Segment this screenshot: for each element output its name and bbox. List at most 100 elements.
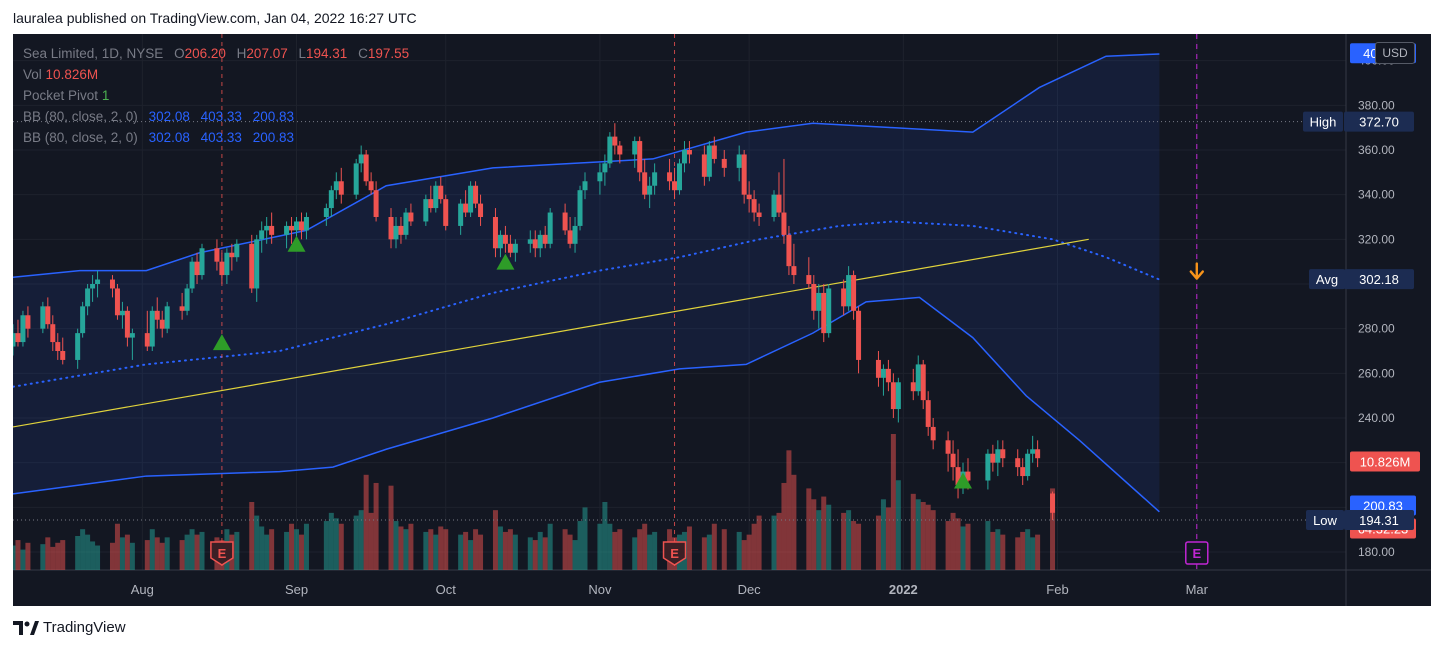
legend-bb2-row[interactable]: BB (80, close, 2, 0) 302.08 403.33 200.8… <box>23 127 409 148</box>
legend-bb1-row[interactable]: BB (80, close, 2, 0) 302.08 403.33 200.8… <box>23 106 409 127</box>
candle-body <box>478 203 484 217</box>
candle-body <box>333 181 339 191</box>
candle-body <box>1050 493 1056 513</box>
volume-bar <box>199 531 205 570</box>
legend-pivot-label: Pocket Pivot <box>23 88 99 103</box>
volume-bar <box>612 531 618 570</box>
candle-body <box>875 359 881 378</box>
candle-body <box>786 234 792 267</box>
volume-bar <box>1000 534 1006 570</box>
candle-body <box>806 275 812 284</box>
publish-line: lauralea published on TradingView.com, J… <box>13 10 417 26</box>
candle-body <box>269 225 275 235</box>
volume-bar <box>189 529 195 570</box>
volume-bar <box>95 545 101 570</box>
candle-body <box>706 145 712 177</box>
volume-tag-bg <box>1350 451 1420 472</box>
volume-bar <box>741 540 747 570</box>
volume-bar <box>303 523 309 570</box>
volume-bar <box>393 521 399 570</box>
candle-body <box>1035 449 1041 459</box>
volume-bar <box>701 537 707 570</box>
candle-body <box>910 382 916 392</box>
candle-body <box>264 225 270 231</box>
candle-body <box>652 172 658 186</box>
price-chart[interactable]: 420.00400.00380.00360.00340.00320.00300.… <box>13 34 1431 606</box>
candle-body <box>25 315 31 329</box>
volume-bar <box>647 534 653 570</box>
legend-vol: 10.826M <box>45 67 99 82</box>
volume-bar <box>463 531 469 570</box>
tradingview-logo-icon <box>13 620 39 635</box>
earnings-marker-icon[interactable]: E <box>662 541 687 566</box>
low-label-tag-bg <box>1306 510 1344 531</box>
legend-bb2-label: BB (80, close, 2, 0) <box>23 130 138 145</box>
candle-body <box>298 221 304 231</box>
earnings-marker-label: E <box>1192 546 1201 561</box>
legend-ohlc-row[interactable]: Sea Limited, 1D, NYSE O206.20 H207.07 L1… <box>23 43 409 64</box>
candle-body <box>507 243 513 253</box>
price-axis-label: 240.00 <box>1358 411 1395 425</box>
volume-bar <box>179 540 185 570</box>
volume-bar <box>497 526 503 570</box>
volume-bar <box>144 540 150 570</box>
volume-bar <box>562 529 568 570</box>
currency-button[interactable]: USD <box>1375 42 1415 64</box>
volume-bar <box>254 515 260 570</box>
candle-body <box>880 368 886 378</box>
volume-bar <box>582 507 588 570</box>
volume-bar <box>985 521 991 570</box>
candle-body <box>184 288 190 311</box>
legend-low-label: L <box>298 46 306 61</box>
volume-bar <box>408 523 414 570</box>
lower-band-tag: 200.83 <box>1363 499 1403 514</box>
price-axis-label: 380.00 <box>1358 98 1395 112</box>
earnings-marker-icon[interactable]: E <box>210 541 234 566</box>
candle-body <box>885 368 891 383</box>
price-axis-label: 260.00 <box>1358 366 1395 380</box>
earnings-marker-icon[interactable]: E <box>1185 541 1209 565</box>
candle-body <box>154 310 160 320</box>
legend-bb2-upper: 403.33 <box>200 130 242 145</box>
price-axis-label: 280.00 <box>1358 322 1395 336</box>
legend-bb1-upper: 403.33 <box>200 109 242 124</box>
candle-body <box>373 190 379 217</box>
legend-volume-row[interactable]: Vol 10.826M <box>23 64 409 85</box>
volume-bar <box>114 523 120 570</box>
legend-bb2-lower: 200.83 <box>252 130 294 145</box>
chart-frame[interactable]: 420.00400.00380.00360.00340.00320.00300.… <box>13 34 1431 606</box>
volume-bar <box>294 529 300 570</box>
tradingview-logo: TradingView <box>13 619 126 636</box>
time-axis-label: Feb <box>1046 582 1068 597</box>
candle-body <box>527 239 533 244</box>
volume-bar <box>537 531 543 570</box>
candle-body <box>681 150 687 164</box>
volume-bar <box>706 534 712 570</box>
candle-body <box>179 306 185 311</box>
volume-bar <box>438 526 444 570</box>
candle-body <box>199 248 205 276</box>
candle-body <box>303 217 309 231</box>
volume-bar <box>602 502 608 570</box>
volume-bar <box>443 529 449 570</box>
candle-body <box>602 163 608 173</box>
candle-body <box>214 248 220 262</box>
volume-bar <box>532 540 538 570</box>
brand-name: TradingView <box>43 619 126 636</box>
price-axis-label: 320.00 <box>1358 232 1395 246</box>
volume-bar <box>373 482 379 570</box>
candle-body <box>816 292 822 311</box>
volume-bar <box>129 542 135 570</box>
candle-body <box>542 234 548 244</box>
candle-body <box>642 172 648 195</box>
candle-body <box>398 225 404 235</box>
candle-body <box>995 449 1001 463</box>
volume-bar <box>458 534 464 570</box>
candle-body <box>781 212 787 235</box>
legend-pivot-row[interactable]: Pocket Pivot 1 <box>23 85 409 106</box>
bollinger-basis-line <box>13 220 1161 388</box>
volume-bar <box>1050 488 1056 570</box>
candle-body <box>20 315 26 343</box>
candle-body <box>925 400 931 427</box>
candle-body <box>607 136 613 164</box>
